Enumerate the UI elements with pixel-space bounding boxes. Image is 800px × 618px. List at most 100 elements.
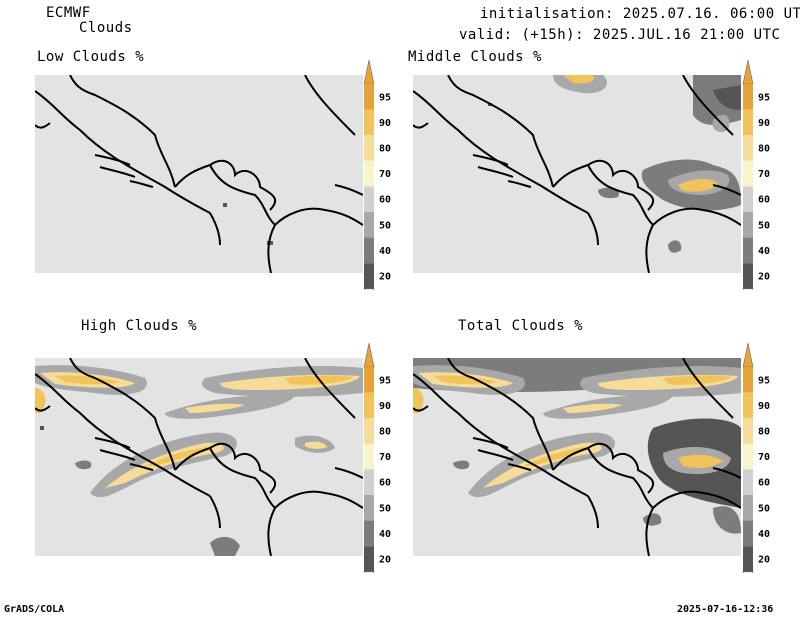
map-panel-middle: [413, 75, 741, 273]
colorbar-tick-label: 60: [379, 478, 391, 489]
colorbar-tick-label: 90: [379, 118, 391, 129]
colorbar-svg: 95 90 80 70 60 50 40 20: [742, 59, 770, 313]
footer-timestamp: 2025-07-16-12:36: [677, 604, 774, 615]
colorbar-segment: [364, 520, 374, 547]
colorbar-segment: [743, 84, 753, 110]
colorbar-segment: [364, 495, 374, 521]
colorbar-tick-label: 60: [379, 195, 391, 206]
colorbar-tick-label: 40: [758, 246, 770, 257]
colorbar-tick-label: 95: [758, 92, 770, 103]
colorbar-middle: 95 90 80 70 60 50 40 20: [741, 58, 787, 313]
colorbar-segment: [743, 135, 753, 161]
colorbar-segment: [743, 367, 753, 393]
colorbar-top-arrow: [363, 59, 375, 85]
init-time: initialisation: 2025.07.16. 06:00 UTC: [480, 6, 800, 22]
colorbar-segment: [364, 160, 374, 187]
colorbar-segment: [743, 237, 753, 264]
colorbar-segment: [743, 392, 753, 419]
colorbar-tick-label: 40: [758, 529, 770, 540]
colorbar-segment: [364, 546, 374, 572]
colorbar-bottom-arrow: [742, 288, 754, 313]
map-low: [35, 75, 363, 273]
valid-time: valid: (+15h): 2025.JUL.16 21:00 UTC: [459, 27, 781, 43]
colorbar-tick-label: 80: [758, 144, 770, 155]
colorbar-segment: [743, 469, 753, 495]
colorbar-segment: [743, 418, 753, 444]
colorbar-high: 95 90 80 70 60 50 40 20: [362, 341, 408, 596]
colorbar-bottom-arrow: [742, 571, 754, 596]
colorbar-total: 95 90 80 70 60 50 40 20: [741, 341, 787, 596]
colorbar-segment: [364, 84, 374, 110]
colorbar-tick-label: 40: [379, 529, 391, 540]
colorbar-svg: 95 90 80 70 60 50 40 20: [363, 59, 391, 313]
colorbar-segment: [364, 263, 374, 289]
colorbar-segment: [743, 186, 753, 212]
colorbar-tick-label: 80: [379, 144, 391, 155]
colorbar-segment: [743, 546, 753, 572]
colorbar-segment: [743, 520, 753, 547]
cloud-shading: [413, 358, 741, 534]
colorbar-tick-label: 90: [758, 118, 770, 129]
map-panel-low: [35, 75, 363, 273]
colorbar-segment: [364, 443, 374, 470]
colorbar-segment: [364, 186, 374, 212]
map-high: [35, 358, 363, 556]
colorbar-tick-label: 70: [379, 169, 391, 180]
panel-title-low: Low Clouds %: [37, 49, 145, 65]
colorbar-segment: [743, 263, 753, 289]
colorbar-tick-label: 90: [379, 401, 391, 412]
colorbar-tick-label: 20: [758, 555, 770, 566]
colorbar-tick-label: 70: [758, 452, 770, 463]
colorbar-segment: [743, 443, 753, 470]
colorbar-tick-label: 20: [379, 272, 391, 283]
colorbar-tick-label: 40: [379, 246, 391, 257]
map-background: [35, 75, 363, 273]
colorbar-tick-label: 95: [379, 92, 391, 103]
colorbar-segment: [743, 495, 753, 521]
colorbar-segment: [364, 469, 374, 495]
colorbar-top-arrow: [742, 342, 754, 368]
map-middle: [413, 75, 741, 273]
map-panel-total: [413, 358, 741, 556]
colorbar-segment: [743, 160, 753, 187]
colorbar-tick-label: 95: [758, 375, 770, 386]
colorbar-segment: [364, 367, 374, 393]
colorbar-segment: [364, 212, 374, 238]
panel-title-total: Total Clouds %: [458, 318, 584, 334]
colorbar-bottom-arrow: [363, 571, 375, 596]
colorbar-top-arrow: [363, 342, 375, 368]
coastlines-borders: [413, 75, 741, 273]
colorbar-tick-label: 50: [379, 220, 391, 231]
colorbar-segment: [364, 418, 374, 444]
coastlines-borders: [35, 358, 363, 556]
colorbar-tick-label: 80: [379, 427, 391, 438]
cloud-shading: [488, 75, 741, 253]
panel-title-middle: Middle Clouds %: [408, 49, 542, 65]
colorbar-tick-label: 80: [758, 427, 770, 438]
colorbar-svg: 95 90 80 70 60 50 40 20: [742, 342, 770, 596]
colorbar-tick-label: 50: [379, 503, 391, 514]
colorbar-segment: [364, 135, 374, 161]
colorbar-tick-label: 70: [758, 169, 770, 180]
colorbar-svg: 95 90 80 70 60 50 40 20: [363, 342, 391, 596]
colorbar-tick-label: 50: [758, 220, 770, 231]
colorbar-segment: [743, 212, 753, 238]
colorbar-segment: [364, 392, 374, 419]
map-total: [413, 358, 741, 556]
colorbar-tick-label: 90: [758, 401, 770, 412]
coastlines-borders: [413, 358, 741, 556]
colorbar-tick-label: 60: [758, 478, 770, 489]
colorbar-segment: [743, 109, 753, 136]
product-label: Clouds: [79, 20, 133, 36]
model-label: ECMWF: [46, 5, 91, 21]
coastlines-borders: [35, 75, 363, 273]
map-panel-high: [35, 358, 363, 556]
colorbar-tick-label: 70: [379, 452, 391, 463]
colorbar-low: 95 90 80 70 60 50 40 20: [362, 58, 408, 313]
footer-grads-label: GrADS/COLA: [4, 604, 65, 615]
colorbar-segment: [364, 237, 374, 264]
colorbar-tick-label: 60: [758, 195, 770, 206]
colorbar-tick-label: 20: [379, 555, 391, 566]
colorbar-tick-label: 95: [379, 375, 391, 386]
colorbar-bottom-arrow: [363, 288, 375, 313]
